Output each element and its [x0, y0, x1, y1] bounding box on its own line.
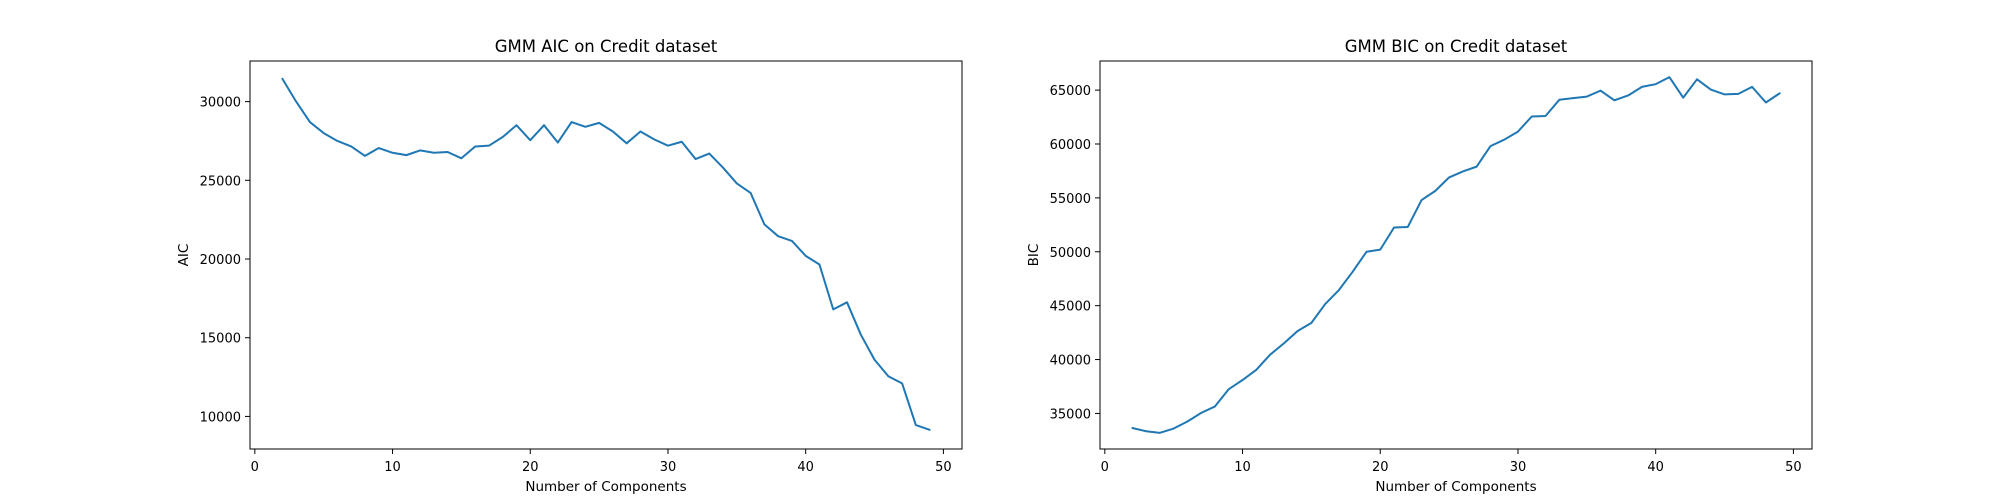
aic-x-tick-label: 30 — [660, 460, 677, 475]
bic-x-tick-label: 30 — [1510, 460, 1527, 475]
aic-chart: 0 10 20 30 40 50 10000 15000 20000 25000 30000 GMM … — [176, 37, 963, 495]
aic-y-axis-label: AIC — [176, 244, 192, 267]
bic-x-axis-label: Number of Components — [1375, 479, 1536, 495]
bic-y-tick-label: 55000 — [1050, 192, 1091, 207]
aic-x-tick-label: 40 — [797, 460, 814, 475]
bic-y-tick-label: 60000 — [1050, 138, 1091, 153]
aic-x-tick-label: 20 — [522, 460, 539, 475]
aic-y-tick-label: 25000 — [200, 174, 241, 189]
bic-x-tick-label: 40 — [1647, 460, 1664, 475]
aic-series-line — [281, 77, 931, 431]
bic-y-tick-label: 65000 — [1050, 84, 1091, 99]
aic-x-axis-label: Number of Components — [525, 479, 686, 495]
aic-x-tick-label: 10 — [384, 460, 401, 475]
bic-y-tick-label: 35000 — [1050, 407, 1091, 422]
bic-chart-title: GMM BIC on Credit dataset — [1345, 37, 1568, 56]
aic-x-tick-label: 50 — [935, 460, 952, 475]
bic-x-tick-label: 10 — [1234, 460, 1251, 475]
bic-x-tick-label: 50 — [1785, 460, 1802, 475]
bic-x-tick-label: 0 — [1101, 460, 1109, 475]
aic-y-tick-label: 20000 — [200, 253, 241, 268]
bic-y-tick-label: 50000 — [1050, 246, 1091, 261]
aic-y-tick-label: 15000 — [200, 332, 241, 347]
bic-x-tick-label: 20 — [1372, 460, 1389, 475]
bic-y-axis-label: BIC — [1026, 244, 1042, 267]
aic-axes-frame — [249, 60, 963, 450]
aic-chart-title: GMM AIC on Credit dataset — [495, 37, 718, 56]
aic-y-tick-label: 10000 — [200, 410, 241, 425]
aic-y-tick-label: 30000 — [200, 96, 241, 111]
bic-axes-frame — [1099, 60, 1813, 450]
bic-y-tick-label: 45000 — [1050, 300, 1091, 315]
bic-chart: 0 10 20 30 40 50 35000 40000 45000 50000 55000 6000… — [1026, 37, 1813, 495]
bic-series-line — [1131, 76, 1781, 434]
bic-y-tick-label: 40000 — [1050, 354, 1091, 369]
aic-x-tick-label: 0 — [251, 460, 259, 475]
